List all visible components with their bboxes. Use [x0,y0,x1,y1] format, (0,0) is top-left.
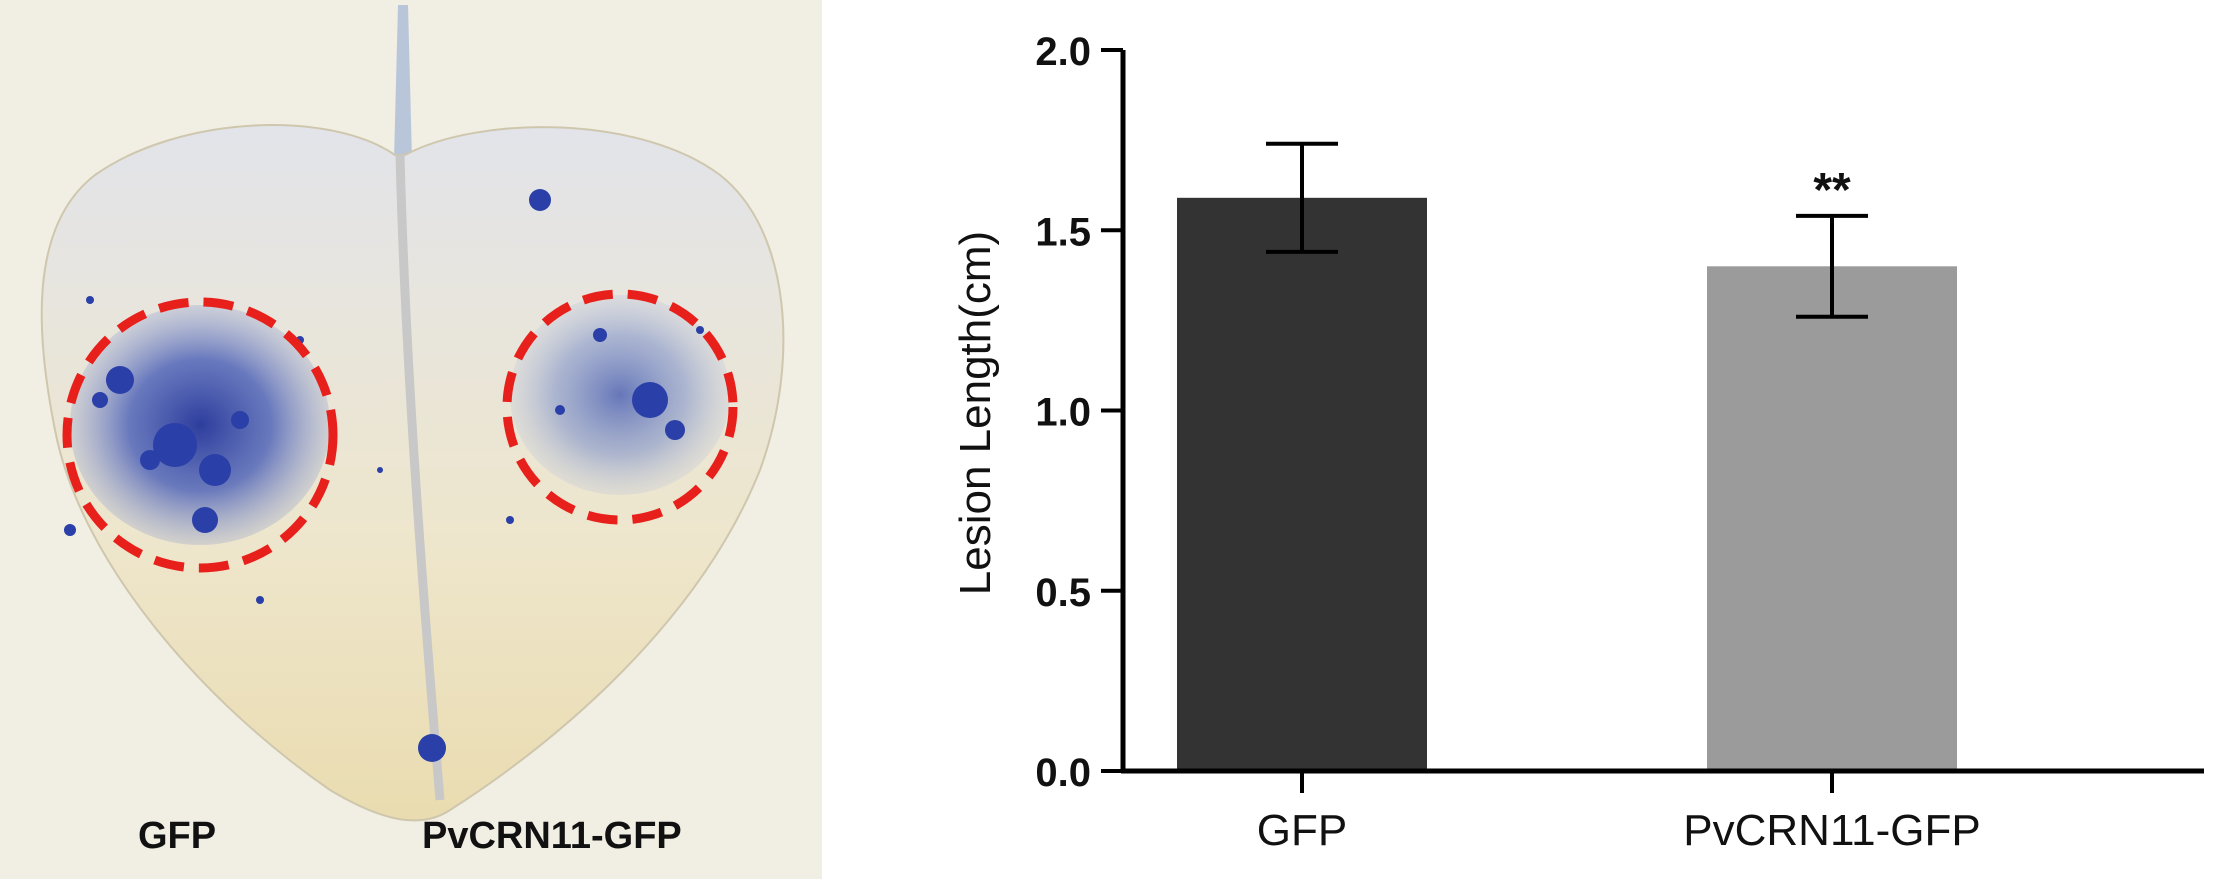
y-tick-label: 1.0 [1035,391,1091,435]
gfp-dashed-circle [62,297,338,573]
crn-dashed-circle [502,289,738,525]
y-ticks-layer: 0.0 0.5 1.0 1.5 2.0 [1035,30,1123,795]
leaf-photo: GFP PvCRN11-GFP [0,0,822,879]
bar-gfp [1177,197,1427,771]
y-tick-label: 1.5 [1035,210,1091,254]
leaf-label-pvcrn11-gfp: PvCRN11-GFP [422,815,682,857]
crn-lesion-stain [510,295,730,495]
y-axis-label: Lesion Length(cm) [951,231,1000,595]
bar-chart-panel: 0.0 0.5 1.0 1.5 2.0 GFP PvCRN11-GFP ** Lesion… [822,0,2217,879]
stain-spots [64,189,704,762]
bar-pvcrn11-gfp [1707,266,1957,771]
error-bars-layer [1266,141,1868,319]
x-tick-label-gfp: GFP [1257,806,1347,855]
x-tick-label-pvcrn11-gfp: PvCRN11-GFP [1683,806,1980,855]
bars-layer [1177,197,1957,771]
lesion-length-bar-chart: 0.0 0.5 1.0 1.5 2.0 GFP PvCRN11-GFP ** Lesion… [951,30,2204,855]
y-tick-label: 0.0 [1035,751,1091,795]
leaf-photo-panel: GFP PvCRN11-GFP [0,0,822,879]
gfp-lesion-stain [70,305,330,545]
x-ticks-layer: GFP PvCRN11-GFP [1257,771,1981,855]
petiole [394,5,412,160]
significance-marker-pvcrn11-gfp: ** [1813,164,1851,217]
y-tick-label: 2.0 [1035,30,1091,74]
annotations-layer: ** [1813,164,1851,217]
leaf-label-gfp: GFP [138,815,216,857]
midrib [395,154,445,801]
y-tick-label: 0.5 [1035,571,1091,615]
